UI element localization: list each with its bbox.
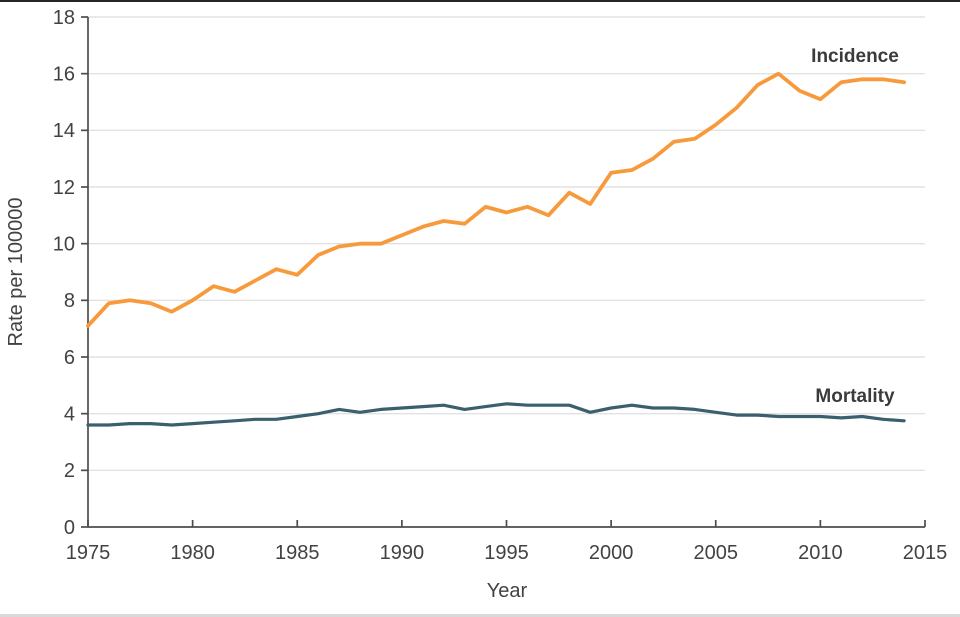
image-top-border <box>0 0 960 2</box>
x-tick-label: 2015 <box>903 542 948 564</box>
x-tick-label: 1985 <box>275 542 320 564</box>
mortality-line <box>86 402 906 427</box>
y-tick-label: 2 <box>64 460 75 482</box>
gridlines <box>88 16 925 472</box>
y-axis-tick-labels: 0 2 4 6 8 10 12 14 16 18 <box>53 7 75 539</box>
y-tick-label: 18 <box>53 7 75 29</box>
x-tick-label: 2010 <box>798 542 843 564</box>
x-tick-label: 1995 <box>484 542 529 564</box>
y-tick-label: 8 <box>64 290 75 312</box>
y-tick-label: 0 <box>64 517 75 539</box>
incidence-series-label: Incidence <box>811 46 899 67</box>
x-axis-title: Year <box>487 580 528 602</box>
x-tick-label: 1990 <box>380 542 425 564</box>
x-tick-label: 1980 <box>170 542 215 564</box>
y-tick-label: 12 <box>53 177 75 199</box>
incidence-line <box>86 71 906 328</box>
x-tick-label: 2000 <box>589 542 634 564</box>
mortality-series-label: Mortality <box>815 386 895 407</box>
x-tick-label: 1975 <box>66 542 111 564</box>
y-tick-label: 10 <box>53 233 75 255</box>
y-tick-label: 16 <box>53 63 75 85</box>
y-axis-title: Rate per 100000 <box>5 197 27 346</box>
y-tick-label: 14 <box>53 120 75 142</box>
image-bottom-border <box>0 614 960 617</box>
x-axis-tick-labels: 1975 1980 1985 1990 1995 2000 2005 2010 2015 <box>66 542 948 564</box>
axes <box>81 16 926 528</box>
y-tick-label: 4 <box>64 403 75 425</box>
x-tick-label: 2005 <box>694 542 739 564</box>
y-tick-label: 6 <box>64 347 75 369</box>
series-lines <box>86 71 906 427</box>
